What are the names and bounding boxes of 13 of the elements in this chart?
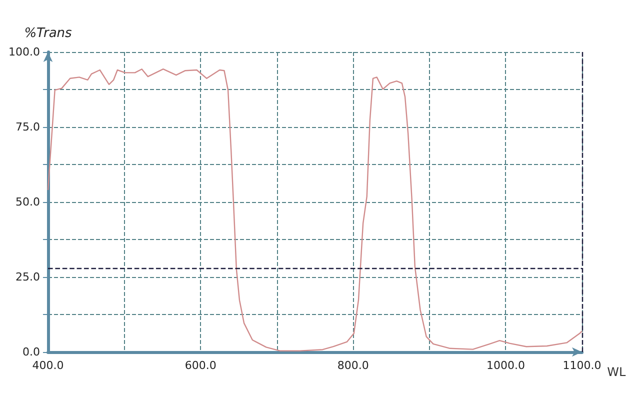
y-tick-label: 25.0 bbox=[16, 270, 40, 284]
x-tick-label: 1100.0 bbox=[562, 359, 602, 372]
line-series bbox=[47, 68, 583, 352]
y-tick-label: 75.0 bbox=[16, 120, 40, 134]
x-tick-label: 400.0 bbox=[32, 359, 64, 372]
x-tick-label: 800.0 bbox=[337, 359, 369, 372]
y-tick-label: 50.0 bbox=[16, 196, 40, 208]
x-axis-title: WL bbox=[607, 365, 626, 379]
x-tick-label: 600.0 bbox=[184, 359, 216, 372]
x-tick-label: 1000.0 bbox=[486, 359, 525, 372]
y-tick-label: 100.0 bbox=[8, 46, 40, 58]
y-tick-label: 0.0 bbox=[22, 346, 40, 358]
y-axis-title: %Trans bbox=[24, 26, 72, 41]
